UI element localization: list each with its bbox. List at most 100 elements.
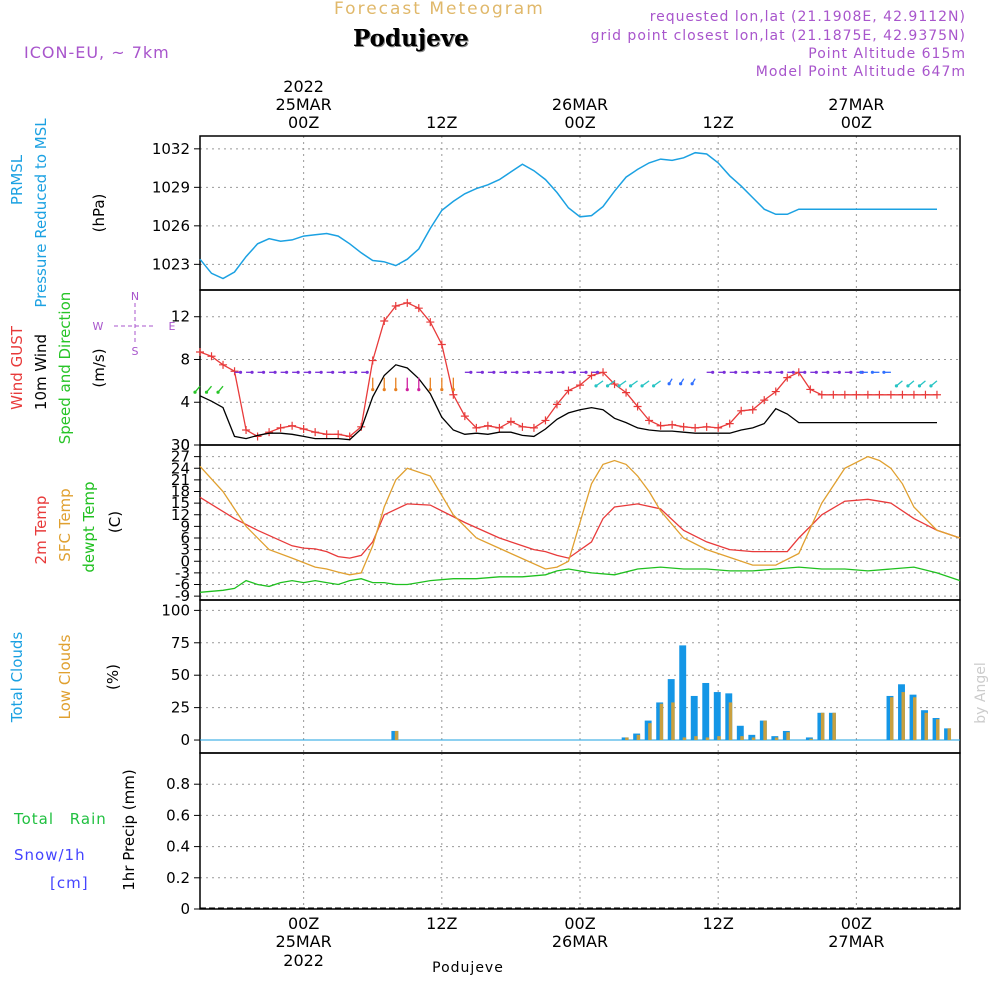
gust-marker	[622, 388, 631, 397]
total-cloud-bar	[656, 702, 664, 741]
gust-marker	[518, 422, 527, 431]
pressure-label-prmsl: PRMSL	[8, 154, 26, 205]
gust-marker	[852, 390, 861, 399]
low-cloud-bar	[671, 702, 675, 741]
gust-marker	[196, 348, 204, 356]
wind-arrow-head	[480, 370, 484, 374]
compass-cross	[114, 303, 156, 345]
gust-marker	[483, 421, 492, 430]
wind-arrow-head	[342, 370, 346, 374]
wind-arrow-head	[561, 370, 565, 374]
y-tick-label: 0	[180, 552, 190, 570]
y-tick-label: 1029	[152, 178, 190, 196]
low-cloud-bar	[774, 737, 779, 741]
y-tick-label: 12	[171, 308, 190, 326]
low-cloud-bar	[924, 712, 928, 741]
wind-arrow-head	[394, 388, 398, 392]
y-tick-label: 0.8	[166, 775, 190, 793]
y-tick-label: 50	[171, 666, 190, 684]
gust-marker	[207, 352, 216, 361]
wind-arrow-head	[917, 384, 922, 388]
top-time-label: 12Z	[426, 113, 457, 132]
compass-north: N	[131, 290, 139, 303]
low-cloud-bar	[820, 712, 825, 741]
pressure-label-msl: Pressure Reduced to MSL	[32, 118, 50, 308]
compass-west: W	[93, 320, 104, 333]
low-cloud-bar	[636, 734, 641, 741]
wind-arrow-head	[319, 370, 323, 374]
gust-marker	[311, 428, 320, 437]
wind-arrow-head	[894, 384, 899, 388]
wind-arrow-head	[469, 370, 473, 374]
wind-arrow-head	[405, 388, 409, 392]
wind-arrow-head	[803, 370, 807, 374]
y-tick-label: 25	[171, 699, 190, 717]
y-tick-label: 1032	[152, 140, 190, 158]
y-tick-label: 0.2	[166, 869, 190, 887]
gust-marker	[414, 304, 423, 313]
temp-unit-label: (C)	[106, 511, 124, 533]
top-time-label: 00Z	[564, 113, 595, 132]
temp-label-sfc: SFC Temp	[56, 488, 74, 561]
wind-arrow-head	[814, 370, 818, 374]
bottom-time-label: 12Z	[426, 914, 457, 933]
gust-marker	[679, 422, 688, 431]
low-cloud-bar	[682, 737, 687, 741]
gust-marker	[437, 340, 446, 349]
wind-arrow-head	[768, 370, 772, 374]
gust-marker	[760, 396, 769, 405]
gust-marker	[265, 428, 274, 437]
y-tick-label: 12	[171, 506, 190, 524]
gust-marker	[737, 406, 746, 415]
wind-arrow-head	[734, 370, 738, 374]
wind-arrow-head	[354, 370, 358, 374]
gust-marker	[599, 368, 608, 377]
temp-label-2m: 2m Temp	[32, 496, 50, 565]
panel-pressure: 1023 1026 1029 1032	[152, 135, 961, 291]
total-cloud-bar	[702, 682, 710, 741]
y-tick-label: 0	[180, 436, 190, 454]
gust-marker	[909, 390, 918, 399]
gust-marker	[391, 302, 400, 311]
low-cloud-bar	[832, 712, 836, 741]
gust-marker	[725, 419, 734, 428]
wind-arrow-head	[308, 370, 312, 374]
wind-arrow-head	[515, 370, 519, 374]
gust-marker	[771, 387, 780, 396]
wind-arrow-head	[745, 370, 749, 374]
gust-marker	[817, 390, 826, 399]
y-tick-label: 0.4	[166, 838, 190, 856]
credit-label: by Angel	[973, 662, 989, 723]
panel-wind: 0 4 8 12	[171, 289, 961, 454]
gust-marker	[656, 421, 665, 430]
low-cloud-bar	[740, 736, 744, 741]
wind-arrow-head	[640, 384, 644, 388]
requested-coords: requested lon,lat (21.1908E, 42.9112N)	[649, 9, 966, 25]
wind-arrow-head	[250, 370, 254, 374]
gust-marker	[219, 360, 228, 369]
total-cloud-bar	[713, 692, 721, 741]
gust-marker	[541, 416, 550, 425]
pressure-unit-label: (hPa)	[90, 194, 108, 233]
wind-arrow-head	[722, 370, 726, 374]
gust-marker	[748, 405, 757, 414]
wind-arrow-head	[492, 370, 496, 374]
wind-arrow-head	[628, 384, 633, 388]
wind-arrow-head	[365, 370, 369, 374]
gust-marker	[380, 317, 389, 325]
gust-line	[199, 302, 937, 438]
gust-marker	[932, 390, 941, 399]
low-cloud-bar	[889, 697, 894, 741]
gust-marker	[460, 412, 469, 421]
wind-arrow-head	[331, 370, 335, 374]
y-tick-label: 75	[171, 634, 190, 652]
gust-marker	[334, 430, 343, 439]
y-tick-label: 15	[171, 494, 190, 512]
bottom-time-label: 00Z	[841, 914, 872, 933]
gust-marker	[783, 373, 792, 382]
gust-marker	[564, 386, 573, 395]
y-tick-label: -3	[175, 564, 190, 582]
top-date-label: 26MAR	[552, 95, 608, 114]
low-cloud-bar	[936, 719, 940, 741]
model-altitude: Model Point Altitude 647m	[755, 64, 966, 80]
